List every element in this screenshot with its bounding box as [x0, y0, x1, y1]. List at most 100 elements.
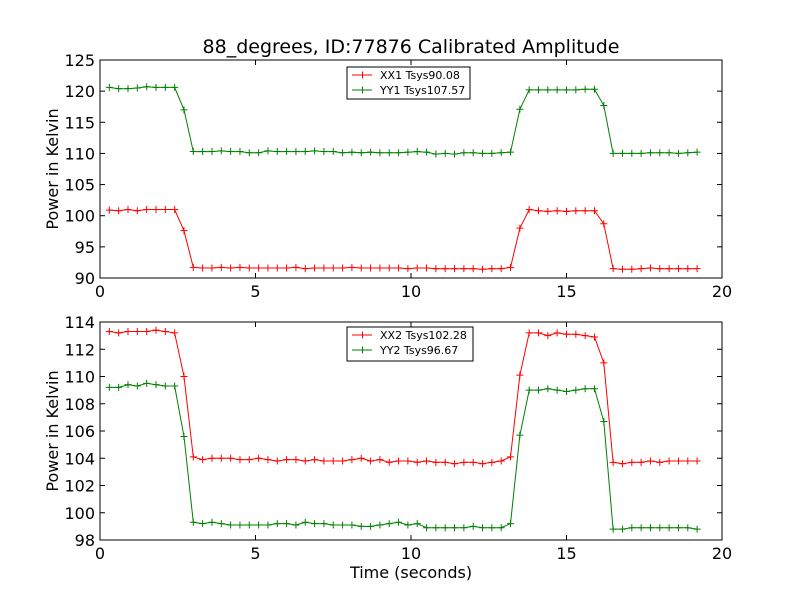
data-point-xx1-tsys90-08 — [469, 265, 477, 273]
data-point-xx1-tsys90-08 — [208, 264, 216, 272]
data-point-yy2-tsys96-67 — [255, 521, 263, 529]
data-point-xx2-tsys102-28 — [339, 457, 347, 465]
data-point-xx1-tsys90-08 — [311, 264, 319, 272]
data-point-xx2-tsys102-28 — [395, 457, 403, 465]
data-point-yy1-tsys107-57 — [469, 149, 477, 157]
data-point-xx1-tsys90-08 — [329, 264, 337, 272]
series-line-xx2-tsys102-28 — [109, 329, 698, 465]
data-point-yy1-tsys107-57 — [199, 148, 207, 156]
data-point-yy1-tsys107-57 — [180, 106, 188, 114]
data-point-yy1-tsys107-57 — [273, 148, 281, 156]
data-point-xx1-tsys90-08 — [189, 263, 197, 271]
data-point-yy2-tsys96-67 — [180, 432, 188, 440]
data-point-yy2-tsys96-67 — [376, 521, 384, 529]
data-point-yy1-tsys107-57 — [133, 84, 141, 92]
data-point-yy1-tsys107-57 — [283, 148, 291, 156]
data-point-xx1-tsys90-08 — [628, 265, 636, 273]
data-point-yy1-tsys107-57 — [115, 85, 123, 93]
data-point-yy1-tsys107-57 — [674, 149, 682, 157]
data-point-xx1-tsys90-08 — [572, 207, 580, 215]
legend-marker-xx1-tsys90-08 — [359, 71, 366, 79]
data-point-yy1-tsys107-57 — [656, 149, 664, 157]
data-point-yy1-tsys107-57 — [609, 149, 617, 157]
data-point-yy2-tsys96-67 — [105, 383, 113, 391]
data-point-xx2-tsys102-28 — [628, 458, 636, 466]
data-point-xx2-tsys102-28 — [693, 457, 701, 465]
legend: XX2 Tsys102.28 YY2 Tsys96.67 — [346, 326, 474, 362]
y-tick-label: 95 — [75, 238, 95, 257]
data-point-xx2-tsys102-28 — [376, 456, 384, 464]
data-point-xx2-tsys102-28 — [273, 457, 281, 465]
data-point-yy1-tsys107-57 — [479, 149, 487, 157]
data-point-xx2-tsys102-28 — [572, 330, 580, 338]
data-point-xx1-tsys90-08 — [348, 263, 356, 271]
data-point-yy2-tsys96-67 — [283, 520, 291, 528]
data-point-yy2-tsys96-67 — [133, 382, 141, 390]
legend-marker-yy1-tsys107-57 — [359, 86, 366, 94]
data-point-xx1-tsys90-08 — [544, 207, 552, 215]
data-point-yy1-tsys107-57 — [441, 149, 449, 157]
data-point-xx2-tsys102-28 — [544, 332, 552, 340]
data-point-yy2-tsys96-67 — [385, 520, 393, 528]
data-point-yy1-tsys107-57 — [572, 86, 580, 94]
data-point-xx1-tsys90-08 — [637, 265, 645, 273]
legend: XX1 Tsys90.08 YY1 Tsys107.57 — [346, 66, 471, 100]
data-point-xx2-tsys102-28 — [516, 371, 524, 379]
data-point-yy1-tsys107-57 — [292, 148, 300, 156]
data-point-yy2-tsys96-67 — [143, 379, 151, 387]
legend-label-yy1-tsys107-57: YY1 Tsys107.57 — [379, 84, 465, 97]
data-point-yy1-tsys107-57 — [385, 149, 393, 157]
data-point-xx2-tsys102-28 — [432, 458, 440, 466]
data-point-xx2-tsys102-28 — [189, 453, 197, 461]
y-tick-label: 110 — [64, 144, 95, 163]
bottom-panel: Power in Kelvin 0 5 10 15 20 98 100 102 104 106 108… — [43, 313, 732, 563]
data-point-yy1-tsys107-57 — [535, 86, 543, 94]
data-point-xx2-tsys102-28 — [535, 329, 543, 337]
data-point-yy2-tsys96-67 — [245, 521, 253, 529]
data-point-xx2-tsys102-28 — [460, 458, 468, 466]
data-point-xx1-tsys90-08 — [292, 263, 300, 271]
data-point-xx2-tsys102-28 — [451, 460, 459, 468]
y-tick-label: 100 — [64, 504, 95, 523]
data-point-xx1-tsys90-08 — [367, 264, 375, 272]
data-point-xx1-tsys90-08 — [320, 264, 328, 272]
data-point-yy1-tsys107-57 — [600, 101, 608, 109]
data-point-xx2-tsys102-28 — [152, 326, 160, 334]
data-point-yy2-tsys96-67 — [581, 385, 589, 393]
data-point-yy2-tsys96-67 — [693, 525, 701, 533]
data-point-yy1-tsys107-57 — [507, 148, 515, 156]
data-point-yy1-tsys107-57 — [525, 86, 533, 94]
x-tick-label: 20 — [712, 544, 732, 563]
data-point-yy2-tsys96-67 — [413, 520, 421, 528]
data-point-yy2-tsys96-67 — [395, 518, 403, 526]
data-point-yy2-tsys96-67 — [479, 524, 487, 532]
data-point-xx2-tsys102-28 — [367, 457, 375, 465]
data-point-xx1-tsys90-08 — [180, 227, 188, 235]
data-point-xx2-tsys102-28 — [656, 458, 664, 466]
data-point-xx2-tsys102-28 — [133, 328, 141, 336]
data-point-xx2-tsys102-28 — [105, 328, 113, 336]
data-point-yy2-tsys96-67 — [684, 524, 692, 532]
data-point-xx1-tsys90-08 — [656, 265, 664, 273]
data-point-yy1-tsys107-57 — [367, 148, 375, 156]
data-point-yy1-tsys107-57 — [553, 86, 561, 94]
data-point-yy2-tsys96-67 — [432, 524, 440, 532]
y-tick-label: 105 — [64, 176, 95, 195]
data-point-xx2-tsys102-28 — [301, 457, 309, 465]
x-tick-label: 0 — [95, 282, 105, 301]
data-point-yy1-tsys107-57 — [460, 149, 468, 157]
data-point-xx2-tsys102-28 — [161, 328, 169, 336]
y-axis-label: Power in Kelvin — [43, 370, 62, 491]
data-point-xx2-tsys102-28 — [283, 456, 291, 464]
data-point-xx2-tsys102-28 — [143, 328, 151, 336]
data-point-xx1-tsys90-08 — [171, 205, 179, 213]
data-point-xx1-tsys90-08 — [404, 265, 412, 273]
data-point-yy2-tsys96-67 — [189, 518, 197, 526]
legend-box — [346, 66, 471, 100]
data-point-xx2-tsys102-28 — [488, 458, 496, 466]
data-point-xx1-tsys90-08 — [432, 265, 440, 273]
data-point-yy1-tsys107-57 — [516, 105, 524, 113]
data-point-xx1-tsys90-08 — [563, 207, 570, 215]
data-point-yy1-tsys107-57 — [189, 148, 197, 156]
